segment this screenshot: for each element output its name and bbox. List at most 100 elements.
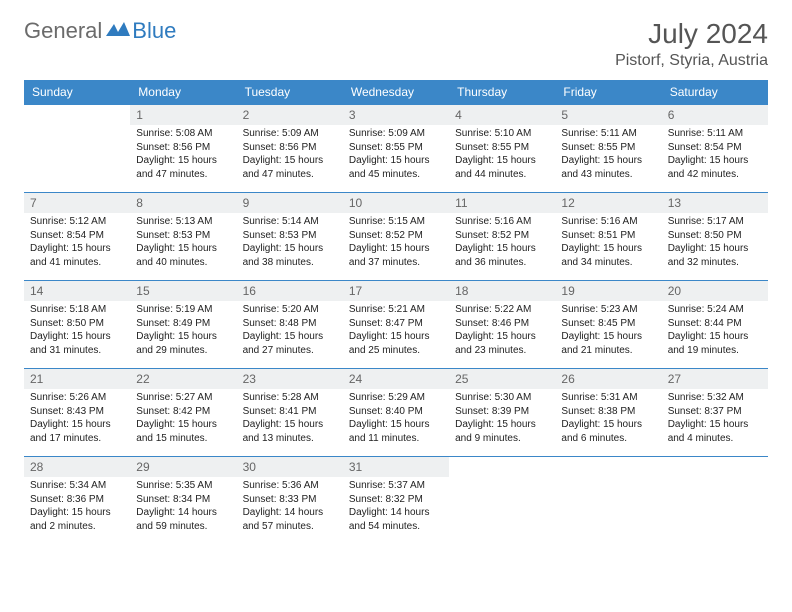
day-number: 24 <box>343 369 449 389</box>
sunrise-text: Sunrise: 5:20 AM <box>243 303 337 317</box>
logo-text-general: General <box>24 18 102 44</box>
sunrise-text: Sunrise: 5:12 AM <box>30 215 124 229</box>
sunrise-text: Sunrise: 5:10 AM <box>455 127 549 141</box>
calendar-day-cell: 5Sunrise: 5:11 AMSunset: 8:55 PMDaylight… <box>555 105 661 193</box>
daylight-text: Daylight: 15 hours and 42 minutes. <box>668 154 762 181</box>
daylight-text: Daylight: 15 hours and 4 minutes. <box>668 418 762 445</box>
calendar-day-cell <box>662 457 768 545</box>
calendar-day-cell: 25Sunrise: 5:30 AMSunset: 8:39 PMDayligh… <box>449 369 555 457</box>
daylight-text: Daylight: 15 hours and 15 minutes. <box>136 418 230 445</box>
daylight-text: Daylight: 14 hours and 54 minutes. <box>349 506 443 533</box>
calendar-table: Sunday Monday Tuesday Wednesday Thursday… <box>24 80 768 545</box>
sunset-text: Sunset: 8:56 PM <box>136 141 230 155</box>
day-details: Sunrise: 5:16 AMSunset: 8:52 PMDaylight:… <box>449 213 555 273</box>
calendar-day-cell: 3Sunrise: 5:09 AMSunset: 8:55 PMDaylight… <box>343 105 449 193</box>
title-block: July 2024 Pistorf, Styria, Austria <box>615 18 768 70</box>
sunrise-text: Sunrise: 5:32 AM <box>668 391 762 405</box>
sunset-text: Sunset: 8:53 PM <box>136 229 230 243</box>
sunset-text: Sunset: 8:38 PM <box>561 405 655 419</box>
calendar-day-cell: 30Sunrise: 5:36 AMSunset: 8:33 PMDayligh… <box>237 457 343 545</box>
day-number: 25 <box>449 369 555 389</box>
daylight-text: Daylight: 15 hours and 21 minutes. <box>561 330 655 357</box>
sunset-text: Sunset: 8:54 PM <box>30 229 124 243</box>
day-details: Sunrise: 5:34 AMSunset: 8:36 PMDaylight:… <box>24 477 130 537</box>
sunset-text: Sunset: 8:54 PM <box>668 141 762 155</box>
sunset-text: Sunset: 8:32 PM <box>349 493 443 507</box>
day-header: Wednesday <box>343 80 449 105</box>
sunrise-text: Sunrise: 5:36 AM <box>243 479 337 493</box>
day-number: 13 <box>662 193 768 213</box>
day-details: Sunrise: 5:11 AMSunset: 8:55 PMDaylight:… <box>555 125 661 185</box>
sunset-text: Sunset: 8:52 PM <box>455 229 549 243</box>
day-header-row: Sunday Monday Tuesday Wednesday Thursday… <box>24 80 768 105</box>
daylight-text: Daylight: 15 hours and 44 minutes. <box>455 154 549 181</box>
daylight-text: Daylight: 15 hours and 34 minutes. <box>561 242 655 269</box>
daylight-text: Daylight: 15 hours and 47 minutes. <box>136 154 230 181</box>
calendar-day-cell: 8Sunrise: 5:13 AMSunset: 8:53 PMDaylight… <box>130 193 236 281</box>
day-number: 11 <box>449 193 555 213</box>
day-number: 21 <box>24 369 130 389</box>
sunset-text: Sunset: 8:49 PM <box>136 317 230 331</box>
day-number: 29 <box>130 457 236 477</box>
sunrise-text: Sunrise: 5:15 AM <box>349 215 443 229</box>
day-details: Sunrise: 5:11 AMSunset: 8:54 PMDaylight:… <box>662 125 768 185</box>
day-number <box>662 457 768 463</box>
day-details: Sunrise: 5:22 AMSunset: 8:46 PMDaylight:… <box>449 301 555 361</box>
sunrise-text: Sunrise: 5:14 AM <box>243 215 337 229</box>
sunset-text: Sunset: 8:45 PM <box>561 317 655 331</box>
daylight-text: Daylight: 15 hours and 11 minutes. <box>349 418 443 445</box>
calendar-day-cell: 29Sunrise: 5:35 AMSunset: 8:34 PMDayligh… <box>130 457 236 545</box>
calendar-day-cell: 11Sunrise: 5:16 AMSunset: 8:52 PMDayligh… <box>449 193 555 281</box>
daylight-text: Daylight: 15 hours and 2 minutes. <box>30 506 124 533</box>
calendar-day-cell <box>555 457 661 545</box>
calendar-day-cell: 18Sunrise: 5:22 AMSunset: 8:46 PMDayligh… <box>449 281 555 369</box>
day-number: 23 <box>237 369 343 389</box>
day-details: Sunrise: 5:24 AMSunset: 8:44 PMDaylight:… <box>662 301 768 361</box>
calendar-week-row: 1Sunrise: 5:08 AMSunset: 8:56 PMDaylight… <box>24 105 768 193</box>
day-number: 19 <box>555 281 661 301</box>
daylight-text: Daylight: 15 hours and 17 minutes. <box>30 418 124 445</box>
sunrise-text: Sunrise: 5:11 AM <box>668 127 762 141</box>
calendar-day-cell: 26Sunrise: 5:31 AMSunset: 8:38 PMDayligh… <box>555 369 661 457</box>
daylight-text: Daylight: 15 hours and 29 minutes. <box>136 330 230 357</box>
daylight-text: Daylight: 14 hours and 57 minutes. <box>243 506 337 533</box>
sunset-text: Sunset: 8:43 PM <box>30 405 124 419</box>
day-details: Sunrise: 5:13 AMSunset: 8:53 PMDaylight:… <box>130 213 236 273</box>
sunrise-text: Sunrise: 5:16 AM <box>455 215 549 229</box>
sunrise-text: Sunrise: 5:17 AM <box>668 215 762 229</box>
daylight-text: Daylight: 15 hours and 45 minutes. <box>349 154 443 181</box>
day-number: 27 <box>662 369 768 389</box>
daylight-text: Daylight: 15 hours and 27 minutes. <box>243 330 337 357</box>
sunrise-text: Sunrise: 5:30 AM <box>455 391 549 405</box>
day-header: Friday <box>555 80 661 105</box>
sunrise-text: Sunrise: 5:34 AM <box>30 479 124 493</box>
day-number: 10 <box>343 193 449 213</box>
calendar-day-cell: 28Sunrise: 5:34 AMSunset: 8:36 PMDayligh… <box>24 457 130 545</box>
day-number: 8 <box>130 193 236 213</box>
calendar-day-cell: 4Sunrise: 5:10 AMSunset: 8:55 PMDaylight… <box>449 105 555 193</box>
calendar-day-cell: 12Sunrise: 5:16 AMSunset: 8:51 PMDayligh… <box>555 193 661 281</box>
sunrise-text: Sunrise: 5:09 AM <box>243 127 337 141</box>
sunrise-text: Sunrise: 5:28 AM <box>243 391 337 405</box>
day-details: Sunrise: 5:37 AMSunset: 8:32 PMDaylight:… <box>343 477 449 537</box>
calendar-day-cell: 19 Sunrise: 5:23 AMSunset: 8:45 PMDayligh… <box>555 281 661 369</box>
day-number: 14 <box>24 281 130 301</box>
daylight-text: Daylight: 15 hours and 25 minutes. <box>349 330 443 357</box>
sunrise-text: Sunrise: 5:11 AM <box>561 127 655 141</box>
sunrise-text: Sunrise: 5:27 AM <box>136 391 230 405</box>
day-details: Sunrise: 5:09 AMSunset: 8:56 PMDaylight:… <box>237 125 343 185</box>
sunrise-text: Sunrise: 5:26 AM <box>30 391 124 405</box>
day-number: 12 <box>555 193 661 213</box>
day-details: Sunrise: 5:10 AMSunset: 8:55 PMDaylight:… <box>449 125 555 185</box>
daylight-text: Daylight: 15 hours and 43 minutes. <box>561 154 655 181</box>
day-number: 1 <box>130 105 236 125</box>
day-number <box>449 457 555 463</box>
calendar-day-cell: 9Sunrise: 5:14 AMSunset: 8:53 PMDaylight… <box>237 193 343 281</box>
sunrise-text: Sunrise: 5:23 AM <box>561 303 655 317</box>
daylight-text: Daylight: 15 hours and 41 minutes. <box>30 242 124 269</box>
calendar-week-row: 7Sunrise: 5:12 AMSunset: 8:54 PMDaylight… <box>24 193 768 281</box>
calendar-day-cell: 15Sunrise: 5:19 AMSunset: 8:49 PMDayligh… <box>130 281 236 369</box>
day-number: 22 <box>130 369 236 389</box>
daylight-text: Daylight: 15 hours and 32 minutes. <box>668 242 762 269</box>
sunset-text: Sunset: 8:53 PM <box>243 229 337 243</box>
